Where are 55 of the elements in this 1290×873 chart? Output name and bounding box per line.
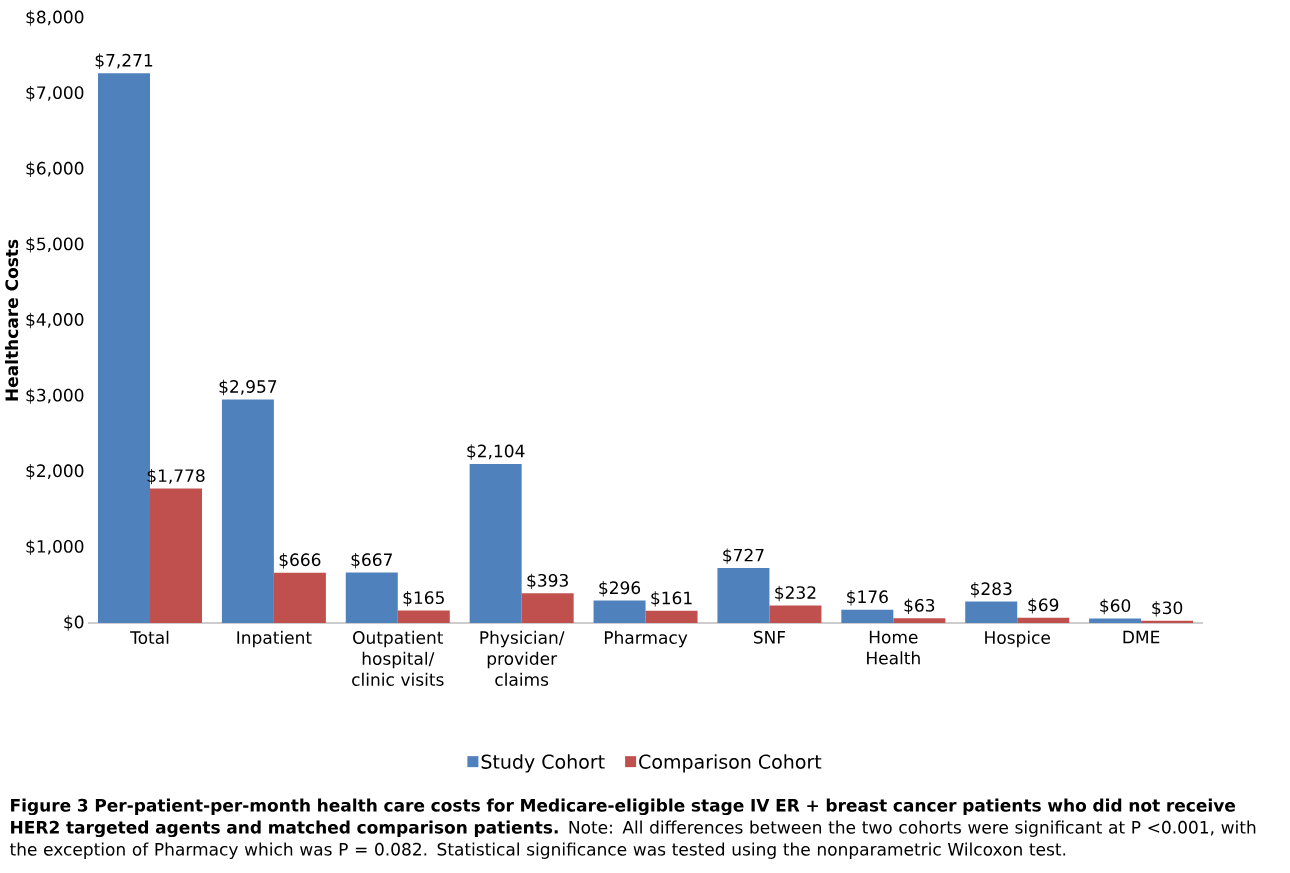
text: Figure 3 Per-patient-per-month health care costs for Medicare-eligible stage IV ER + breast cancer patients who did not receive HER2 targeted agents and matched comparison patients. Note: All differences between the two cohorts were significant at P <0.001, with the exception of Pharmacy which was P = 0.082. Statistical significance was tested using the nonparametric Wilcoxon test. xyxy=(9,798,1256,859)
data-label: $30 xyxy=(1152,601,1183,617)
bar xyxy=(1017,617,1070,623)
data-label: $60 xyxy=(1100,598,1131,615)
bar xyxy=(221,399,274,623)
bar xyxy=(273,572,326,623)
bar xyxy=(521,593,574,623)
bar xyxy=(965,601,1018,623)
data-label: $2,957 xyxy=(219,379,277,396)
data-label: $283 xyxy=(970,581,1012,598)
data-label: $232 xyxy=(775,585,816,602)
data-label: $69 xyxy=(1028,598,1059,614)
y-tick-label: $4,000 xyxy=(26,312,84,329)
x-tick-label: Inpatient xyxy=(237,630,312,648)
bar xyxy=(593,600,646,623)
y-tick-label: $1,000 xyxy=(26,539,84,556)
bar xyxy=(769,605,822,623)
bar xyxy=(397,610,450,623)
bar xyxy=(345,572,398,623)
data-label: $7,271 xyxy=(95,53,153,69)
x-tick-label: Physician/ provider claims xyxy=(480,630,565,686)
data-label: $63 xyxy=(904,598,935,615)
bar xyxy=(645,610,698,623)
y-tick-label: $7,000 xyxy=(26,85,84,102)
data-label: $2,104 xyxy=(467,444,525,460)
bar xyxy=(893,618,946,623)
data-label: $667 xyxy=(351,552,392,569)
y-tick-label: $2,000 xyxy=(26,464,84,480)
x-tick-label: Total xyxy=(130,630,169,644)
legend-label: Study Cohort xyxy=(481,754,605,773)
data-label: $393 xyxy=(527,573,568,590)
y-tick-label: $3,000 xyxy=(26,388,84,404)
data-label: $296 xyxy=(599,580,641,597)
data-label: $165 xyxy=(403,590,444,607)
data-label: $666 xyxy=(279,553,321,569)
data-label: $161 xyxy=(651,591,692,607)
bar xyxy=(469,463,522,623)
bar xyxy=(717,568,770,623)
x-tick-label: Outpatient hospital/ clinic visits xyxy=(352,630,444,686)
bar xyxy=(150,488,202,623)
bar xyxy=(1089,618,1142,623)
y-tick-label: $5,000 xyxy=(26,237,84,253)
x-tick-label: Home Health xyxy=(867,630,920,665)
y-tick-label: $6,000 xyxy=(26,161,84,177)
x-tick-label: Pharmacy xyxy=(604,630,688,648)
y-tick-label: $8,000 xyxy=(26,10,84,26)
data-label: $176 xyxy=(847,590,888,606)
y-axis-title: Healthcare Costs xyxy=(5,239,19,401)
x-tick-label: SNF xyxy=(753,630,786,644)
x-tick-label: DME xyxy=(1123,630,1160,644)
legend-label: Comparison Cohort xyxy=(639,754,822,773)
x-tick-label: Hospice xyxy=(985,630,1050,648)
bar xyxy=(841,609,894,623)
data-label: $727 xyxy=(723,548,764,564)
y-tick-label: $0 xyxy=(64,615,84,631)
